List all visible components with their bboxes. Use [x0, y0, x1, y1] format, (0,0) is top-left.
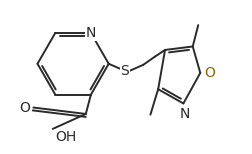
Text: O: O	[204, 66, 215, 80]
Text: OH: OH	[55, 130, 76, 144]
Text: N: N	[179, 107, 190, 121]
Text: N: N	[86, 26, 96, 40]
Text: S: S	[121, 64, 129, 78]
Text: O: O	[19, 101, 30, 115]
